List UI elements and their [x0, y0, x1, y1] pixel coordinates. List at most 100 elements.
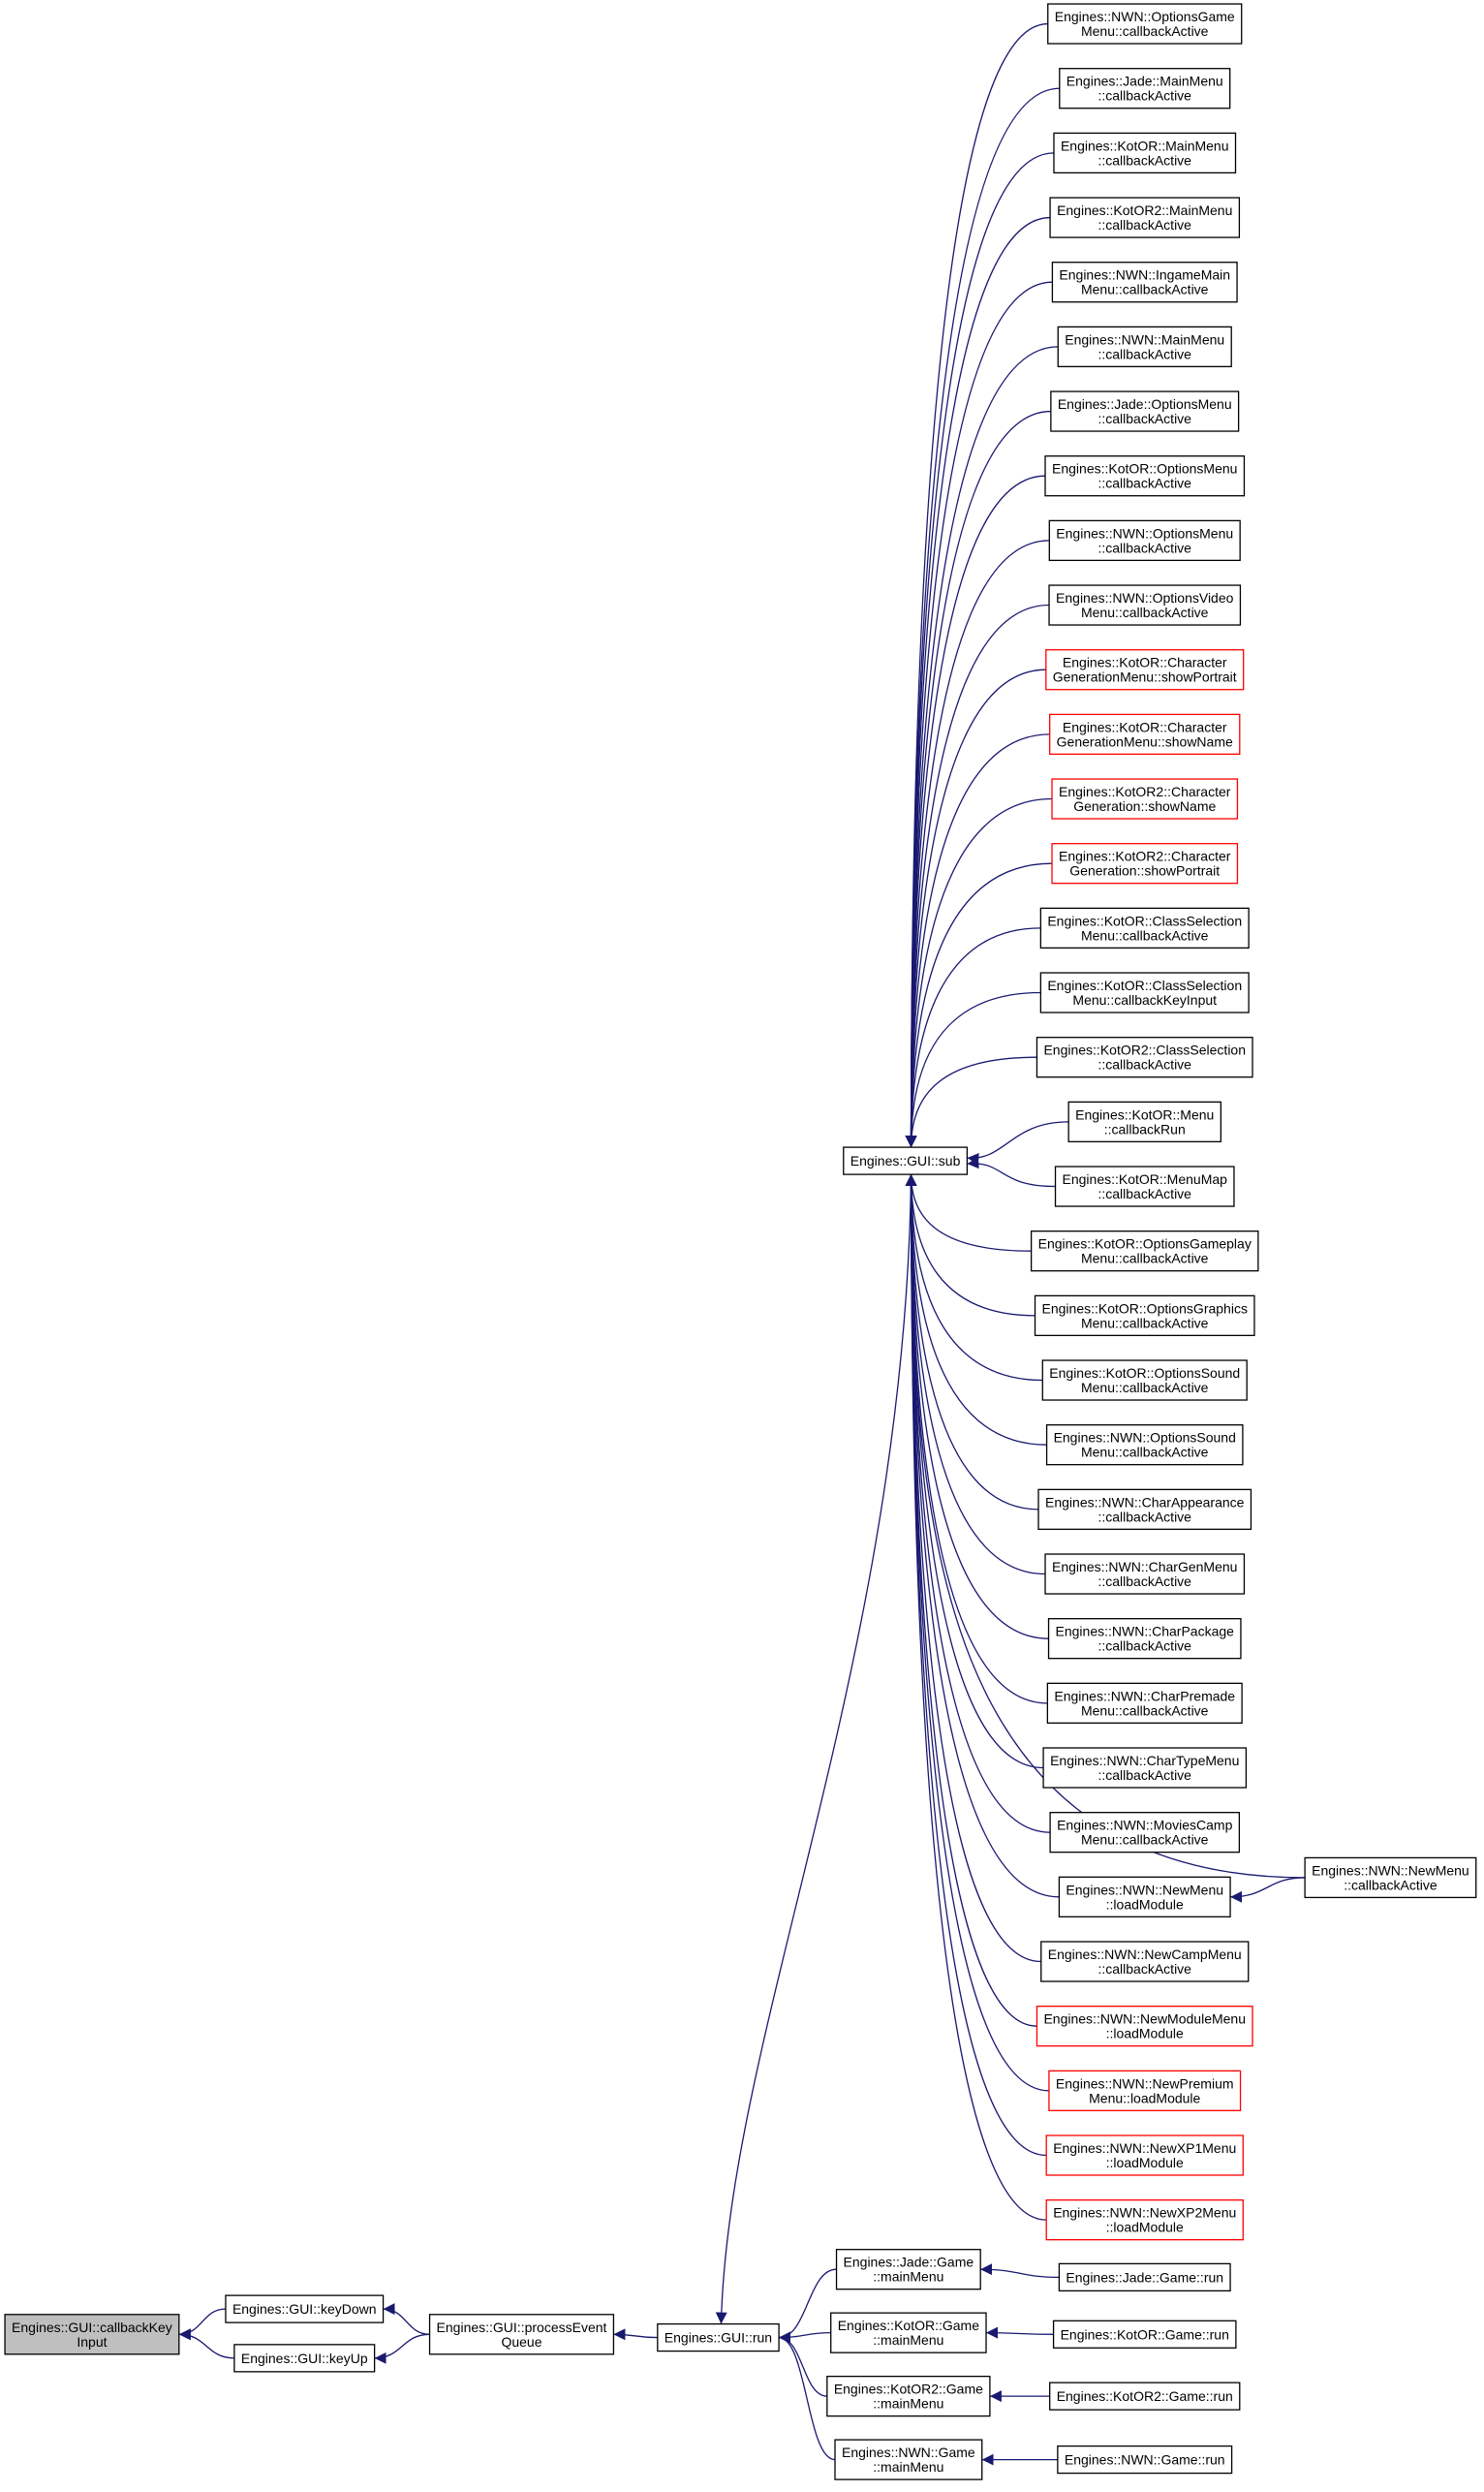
node: Engines::KotOR2::MainMenu::callbackActiv… [1049, 197, 1241, 238]
node: Engines::KotOR::OptionsGameplayMenu::cal… [1030, 1230, 1259, 1272]
node-label: Engines::Jade::OptionsMenu [1058, 396, 1232, 412]
node-label: Engines::KotOR2::Character [1059, 784, 1231, 799]
node-label: Engines::NWN::CharAppearance [1045, 1494, 1245, 1510]
node-label: ::mainMenu [873, 2269, 943, 2285]
node: Engines::KotOR::MenuMap::callbackActive [1054, 1166, 1235, 1207]
node-label: Engines::KotOR2::Game [834, 2382, 983, 2397]
node: Engines::NWN::OptionsGameMenu::callbackA… [1047, 3, 1243, 45]
node-box [1052, 2320, 1237, 2349]
node-box [826, 2375, 991, 2417]
node-label: Engines::NWN::OptionsMenu [1056, 525, 1233, 541]
node-box [1053, 132, 1237, 174]
node-label: Engines::KotOR::Game [838, 2318, 980, 2333]
edge [383, 2303, 430, 2335]
node-box [1049, 1812, 1241, 1853]
edge [613, 2328, 658, 2341]
edge [905, 991, 1041, 1148]
node-label: Engines::GUI::sub [850, 1153, 961, 1168]
node-label: ::callbackActive [1098, 1638, 1191, 1654]
node-label: Engines::KotOR::ClassSelection [1047, 913, 1242, 928]
node-label: Engines::NWN::CharTypeMenu [1050, 1753, 1239, 1768]
node: Engines::NWN::CharTypeMenu::callbackActi… [1042, 1747, 1248, 1789]
node-box [1051, 778, 1239, 820]
node: Engines::GUI::callbackKeyInput [4, 2314, 180, 2355]
edge [905, 1056, 1037, 1148]
node: Engines::NWN::MainMenu::callbackActive [1057, 326, 1232, 368]
node-label: Engines::NWN::NewMenu [1312, 1862, 1469, 1878]
node-box [834, 2439, 983, 2480]
node-label: ::loadModule [1106, 2026, 1184, 2041]
node: Engines::KotOR::ClassSelectionMenu::call… [1039, 972, 1250, 1013]
node-label: Queue [501, 2334, 541, 2350]
node-box [1044, 1553, 1246, 1595]
node-box [1039, 907, 1250, 950]
node-box [1057, 2445, 1233, 2475]
edge [905, 927, 1041, 1148]
node-box [233, 2344, 376, 2373]
nodes: Engines::GUI::callbackKeyInputEngines::G… [4, 3, 1477, 2480]
node-label: Input [77, 2334, 107, 2350]
node: Engines::NWN::NewCampMenu::callbackActiv… [1040, 1941, 1250, 1982]
node-label: Engines::KotOR::Game::run [1061, 2326, 1229, 2342]
node-label: Menu::callbackActive [1081, 282, 1209, 297]
node: Engines::NWN::Game::mainMenu [834, 2439, 983, 2480]
node-box [1045, 2199, 1244, 2241]
edge [905, 669, 1046, 1148]
node-box [1051, 843, 1239, 885]
node-label: Engines::NWN::OptionsSound [1054, 1430, 1236, 1446]
node-box [1046, 1682, 1243, 1724]
node: Engines::KotOR::Game::run [1052, 2320, 1237, 2349]
node-box [1042, 1747, 1248, 1789]
edge [905, 1174, 1046, 1575]
node: Engines::KotOR::CharacterGenerationMenu:… [1049, 713, 1241, 756]
node-label: Menu::callbackKeyInput [1072, 992, 1217, 1008]
node-box [1037, 1488, 1252, 1530]
edge [905, 1174, 1047, 1446]
node-label: Engines::KotOR::Character [1063, 655, 1227, 670]
node-box [1049, 2382, 1241, 2411]
edge [905, 797, 1053, 1148]
node: Engines::GUI::keyUp [233, 2344, 376, 2373]
node-label: Engines::NWN::NewMenu [1066, 1882, 1223, 1897]
node-box [1054, 1166, 1235, 1207]
node-box [1048, 584, 1242, 626]
node-label: Menu::callbackActive [1081, 23, 1209, 39]
node-label: Engines::KotOR2::Character [1059, 849, 1231, 864]
node-label: Engines::KotOR::OptionsGameplay [1038, 1236, 1252, 1252]
edge [905, 410, 1051, 1148]
node-label: Engines::NWN::Game [842, 2445, 975, 2460]
node-label: Menu::loadModule [1089, 2090, 1200, 2105]
node-label: Engines::Jade::MainMenu [1067, 74, 1223, 89]
node-box [1304, 1856, 1477, 1899]
node-label: Engines::NWN::NewXP2Menu [1053, 2205, 1236, 2221]
edge [778, 2331, 836, 2461]
edge [905, 1174, 1048, 1704]
edge [779, 2331, 827, 2397]
edge [715, 1174, 912, 2324]
edge [905, 1174, 1032, 1252]
node: Engines::KotOR::Game::mainMenu [830, 2312, 987, 2353]
node-box [1040, 1941, 1250, 1982]
node-box [1044, 455, 1246, 497]
node: Engines::NWN::Game::run [1057, 2445, 1233, 2475]
node-label: ::callbackActive [1098, 217, 1191, 233]
node-box [1041, 1359, 1248, 1401]
node: Engines::NWN::NewModuleMenu::loadModule [1036, 2006, 1253, 2047]
node-label: GenerationMenu::showPortrait [1053, 670, 1237, 685]
edge [967, 1157, 1056, 1188]
node: Engines::NWN::CharAppearance::callbackAc… [1037, 1488, 1252, 1530]
edge [980, 2263, 1060, 2279]
node-label: Engines::GUI::callbackKey [12, 2320, 172, 2335]
edges [178, 22, 1306, 2466]
node: Engines::NWN::NewXP1Menu::loadModule [1045, 2134, 1244, 2176]
node-label: Engines::KotOR::OptionsMenu [1052, 461, 1237, 477]
node-label: Engines::NWN::CharPremade [1054, 1688, 1235, 1703]
node-box [843, 1146, 969, 1175]
node: Engines::KotOR::Menu::callbackRun [1067, 1101, 1221, 1143]
node-label: Engines::GUI::keyUp [241, 2351, 368, 2366]
node: Engines::GUI::run [657, 2322, 780, 2352]
node-box [1036, 1037, 1253, 1078]
edge [905, 1174, 1047, 2221]
